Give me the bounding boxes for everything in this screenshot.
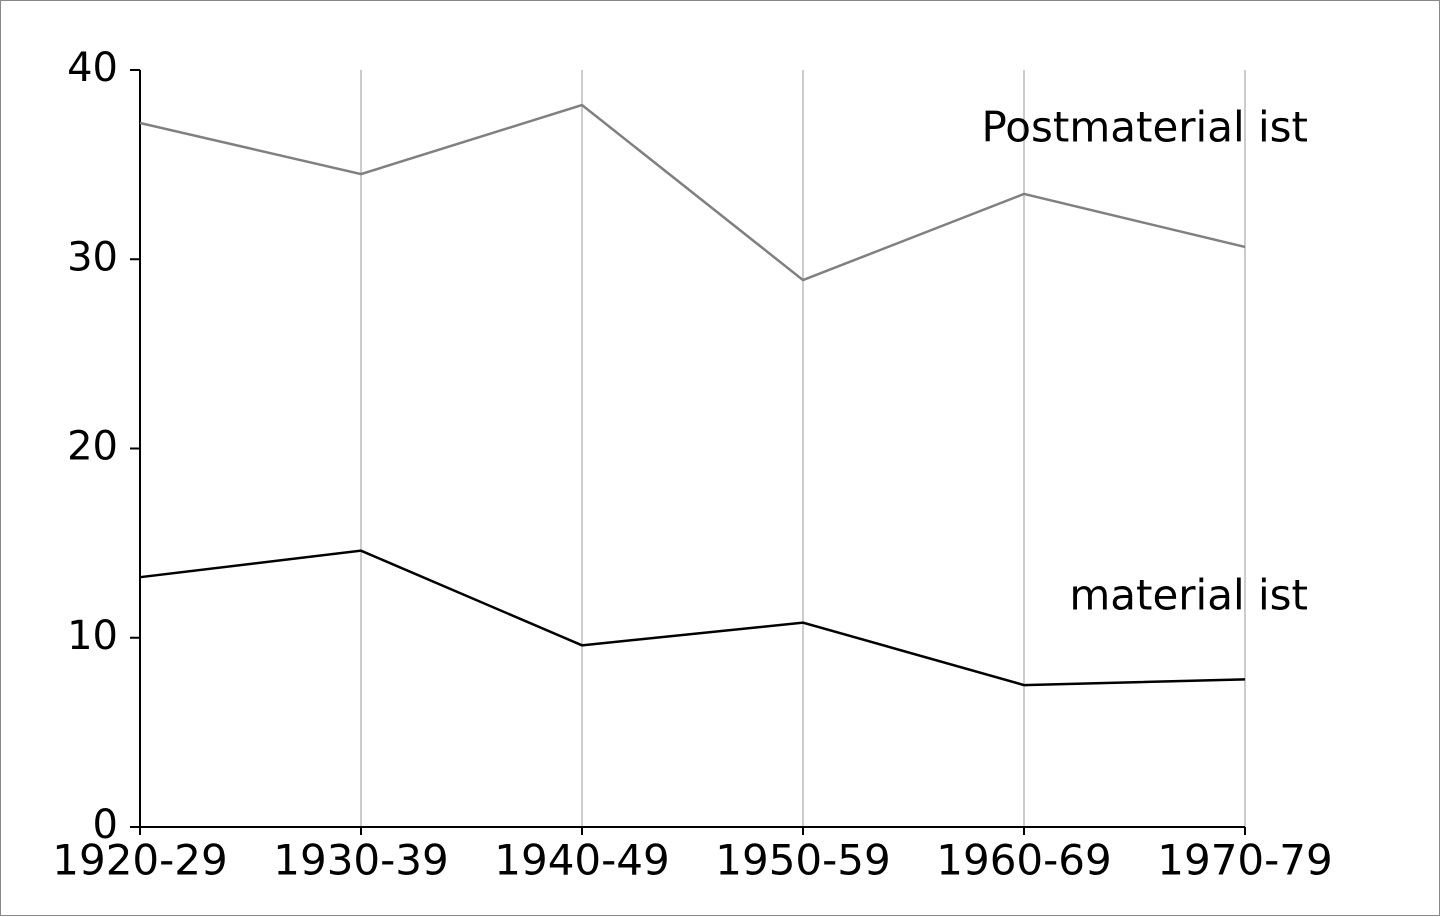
series-label: Postmaterial ist — [981, 103, 1308, 152]
x-tick-label: 1940-49 — [494, 836, 670, 885]
line — [139, 549, 1246, 687]
y-tick-label: 40 — [67, 45, 118, 91]
series-label: material ist — [1069, 571, 1308, 620]
y-tick-label: 20 — [67, 424, 118, 470]
y-tick-label: 0 — [93, 802, 118, 848]
x-tick-label: 1920-29 — [52, 836, 228, 885]
y-tick-label: 30 — [67, 234, 118, 280]
x-tick-label: 1950-59 — [715, 836, 891, 885]
y-tick-label: 10 — [67, 613, 118, 659]
x-tick-label: 1930-39 — [273, 836, 449, 885]
x-tick-label: 1970-79 — [1157, 836, 1333, 885]
line — [139, 103, 1246, 282]
x-tick-label: 1960-69 — [936, 836, 1112, 885]
